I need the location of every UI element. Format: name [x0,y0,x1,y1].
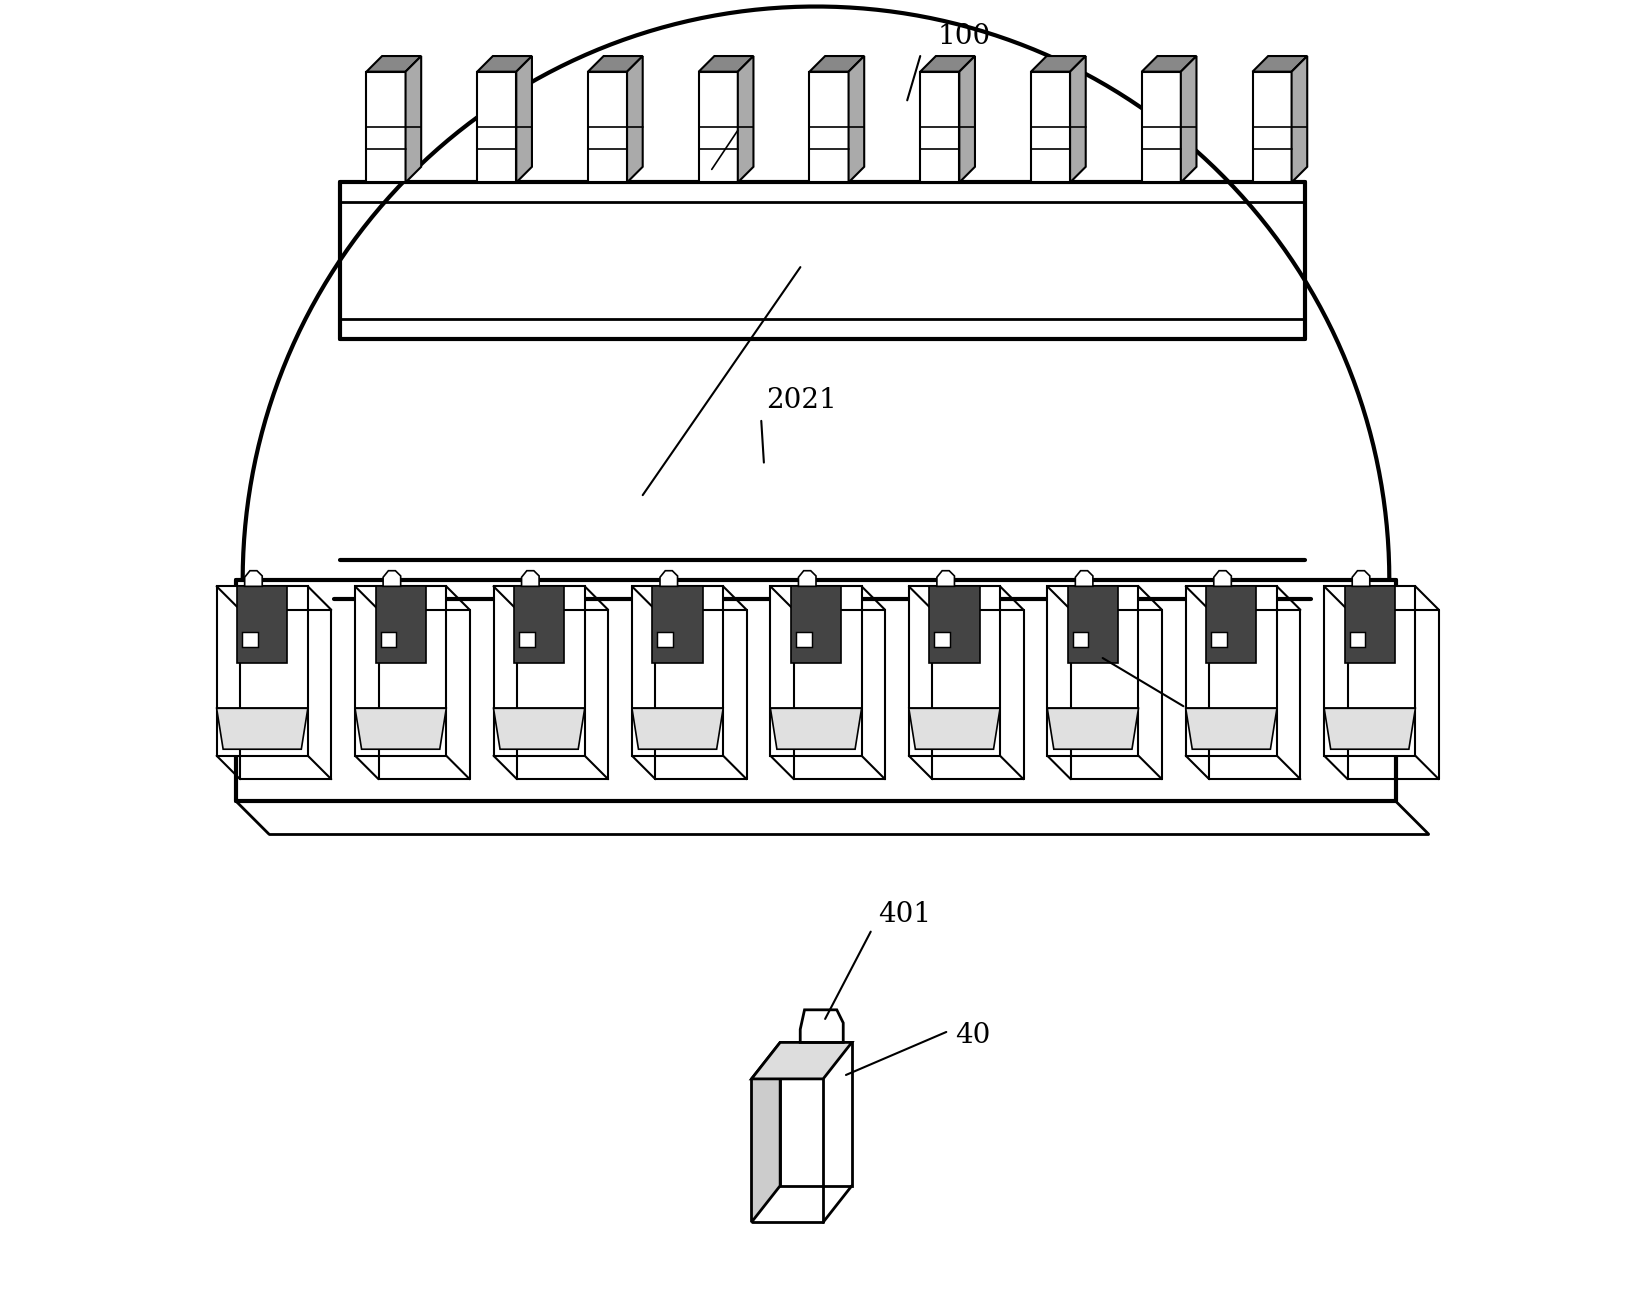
Polygon shape [937,571,955,586]
Polygon shape [242,632,258,648]
Text: 2021: 2021 [767,387,837,414]
Polygon shape [658,632,672,648]
Polygon shape [245,571,263,586]
Polygon shape [1072,632,1089,648]
Polygon shape [1142,72,1182,182]
Polygon shape [632,586,723,756]
Polygon shape [406,56,421,182]
Polygon shape [809,72,849,182]
Polygon shape [1048,709,1139,749]
Polygon shape [367,72,406,182]
Polygon shape [493,709,584,749]
Polygon shape [780,1042,852,1186]
Polygon shape [1075,571,1093,586]
Polygon shape [920,56,974,72]
Polygon shape [477,56,532,72]
Polygon shape [796,632,811,648]
Polygon shape [653,586,703,662]
Polygon shape [384,571,401,586]
Polygon shape [217,709,308,749]
Polygon shape [935,632,950,648]
Polygon shape [770,709,862,749]
Polygon shape [514,586,565,662]
Polygon shape [1206,586,1257,662]
Polygon shape [929,586,979,662]
Polygon shape [1031,72,1071,182]
Polygon shape [522,571,539,586]
Polygon shape [588,72,627,182]
Polygon shape [960,56,974,182]
Polygon shape [792,586,840,662]
Polygon shape [367,56,421,72]
Polygon shape [1031,56,1085,72]
Polygon shape [1142,56,1196,72]
Polygon shape [809,56,865,72]
Polygon shape [1353,571,1369,586]
Polygon shape [493,586,584,756]
Text: 101: 101 [1195,713,1247,740]
Polygon shape [1252,72,1291,182]
Polygon shape [1048,586,1139,756]
Polygon shape [1186,709,1276,749]
Polygon shape [1211,632,1227,648]
Polygon shape [519,632,535,648]
Polygon shape [659,571,677,586]
Polygon shape [632,709,723,749]
Polygon shape [1186,586,1276,756]
Polygon shape [909,709,1000,749]
Polygon shape [356,709,446,749]
Text: 401: 401 [878,900,932,928]
Text: 100: 100 [937,22,991,50]
Text: 40: 40 [955,1023,991,1049]
Polygon shape [1214,571,1231,586]
Polygon shape [217,586,308,756]
Polygon shape [1324,709,1415,749]
Polygon shape [1291,56,1307,182]
Polygon shape [1067,586,1118,662]
Polygon shape [698,72,738,182]
Polygon shape [1182,56,1196,182]
Polygon shape [770,586,862,756]
Polygon shape [738,56,754,182]
Polygon shape [477,72,516,182]
Polygon shape [698,56,754,72]
Polygon shape [375,586,426,662]
Polygon shape [627,56,643,182]
Polygon shape [356,586,446,756]
Polygon shape [751,1042,852,1079]
Polygon shape [516,56,532,182]
Polygon shape [909,586,1000,756]
Polygon shape [1345,586,1395,662]
Polygon shape [1252,56,1307,72]
Polygon shape [380,632,397,648]
Polygon shape [920,72,960,182]
Polygon shape [751,1042,780,1222]
Polygon shape [849,56,865,182]
Polygon shape [800,1010,844,1042]
Polygon shape [588,56,643,72]
Polygon shape [1350,632,1366,648]
Polygon shape [798,571,816,586]
Polygon shape [1324,586,1415,756]
Polygon shape [237,586,287,662]
Polygon shape [1071,56,1085,182]
